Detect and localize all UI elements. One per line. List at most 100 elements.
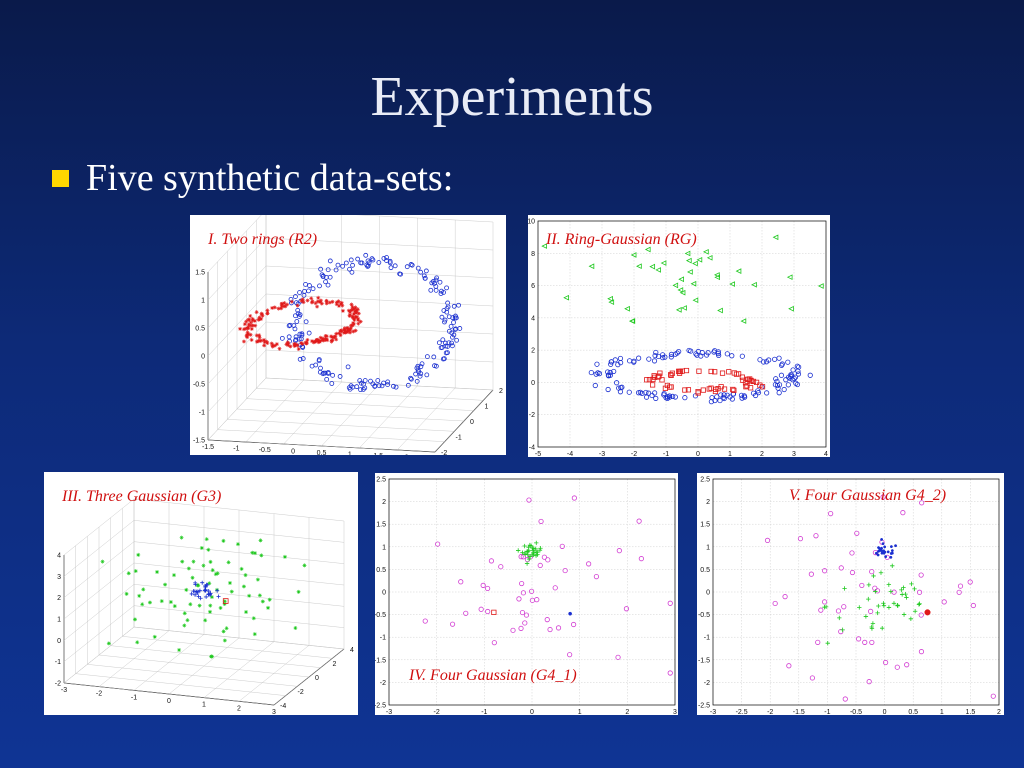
x-tick-label: -4 <box>567 451 573 457</box>
z-tick-label: -2 <box>55 681 61 688</box>
data-point <box>714 274 720 281</box>
data-point <box>370 257 376 263</box>
data-point <box>651 373 657 379</box>
data-point <box>296 347 301 352</box>
data-point <box>248 314 253 319</box>
data-point <box>313 301 318 306</box>
data-point <box>786 274 793 281</box>
x-tick-label: -1 <box>663 451 669 457</box>
data-point <box>623 606 630 612</box>
data-point <box>353 314 358 319</box>
data-point <box>297 290 302 295</box>
data-point <box>356 321 361 326</box>
data-point <box>182 611 187 616</box>
y-tick-label: -2 <box>529 412 535 419</box>
data-point <box>781 386 787 393</box>
data-point <box>424 372 430 378</box>
data-point <box>253 323 258 328</box>
data-point <box>760 359 767 365</box>
data-point <box>279 306 284 311</box>
data-point <box>904 595 909 600</box>
data-point <box>442 319 447 325</box>
data-point <box>534 540 539 546</box>
data-point <box>329 381 335 386</box>
y-tick-label: 4 <box>531 315 535 322</box>
data-point <box>652 352 658 359</box>
data-point <box>315 338 320 343</box>
data-point <box>309 296 314 301</box>
data-point <box>750 378 757 385</box>
data-point <box>358 319 363 324</box>
data-point <box>182 623 187 628</box>
data-point <box>208 603 213 608</box>
data-point <box>563 294 569 301</box>
data-point <box>432 363 437 369</box>
data-point <box>485 608 491 615</box>
data-point <box>310 286 316 292</box>
data-point <box>607 295 613 302</box>
data-point <box>300 356 306 361</box>
data-point <box>463 610 469 616</box>
data-point <box>452 315 458 321</box>
data-point <box>918 649 925 655</box>
data-point <box>753 379 760 385</box>
data-point <box>358 387 363 393</box>
data-point <box>124 591 129 596</box>
data-point <box>916 602 922 607</box>
data-point <box>283 304 288 309</box>
data-point <box>385 382 391 388</box>
data-point <box>740 318 747 324</box>
data-point <box>262 343 267 348</box>
data-point <box>660 260 667 266</box>
data-point <box>203 583 208 588</box>
data-point <box>207 609 212 614</box>
data-point <box>137 593 142 598</box>
data-point <box>414 378 420 384</box>
data-point <box>919 500 925 506</box>
grid-line <box>265 265 494 279</box>
data-point <box>537 548 543 553</box>
data-point <box>413 371 419 377</box>
data-point <box>270 344 275 349</box>
y-tick-label: 4 <box>350 647 354 654</box>
data-point <box>213 572 218 577</box>
data-point <box>366 260 372 266</box>
data-point <box>821 599 828 605</box>
data-point <box>918 572 924 578</box>
y-tick-label: 2.5 <box>376 477 386 484</box>
data-point <box>693 351 699 357</box>
data-point <box>889 552 893 555</box>
x-tick-label: -3 <box>710 709 716 715</box>
data-point <box>293 625 298 630</box>
data-point <box>626 389 632 395</box>
data-point <box>265 340 270 345</box>
data-point <box>222 598 229 604</box>
data-point <box>132 617 137 622</box>
data-point <box>259 312 264 317</box>
data-point <box>207 581 212 586</box>
data-point <box>649 392 655 399</box>
data-point <box>303 340 308 345</box>
y-tick-label: -1.5 <box>698 657 710 664</box>
plot-frame <box>537 220 827 448</box>
data-point <box>244 319 249 324</box>
data-point <box>822 568 828 574</box>
data-point <box>260 599 265 604</box>
x-tick-label: 2 <box>760 451 764 457</box>
data-point <box>319 301 324 306</box>
data-point <box>376 260 382 265</box>
data-point <box>518 554 524 560</box>
data-point <box>653 349 659 356</box>
data-point <box>607 369 613 376</box>
z-tick-label: 0 <box>201 354 205 361</box>
data-point <box>909 581 914 587</box>
data-point <box>435 541 441 547</box>
data-point <box>624 305 630 312</box>
data-point <box>721 395 727 402</box>
data-point <box>422 618 428 624</box>
data-point <box>878 570 884 575</box>
data-point <box>189 591 194 596</box>
data-point <box>815 639 821 645</box>
data-point <box>318 298 323 303</box>
data-point <box>387 260 393 266</box>
